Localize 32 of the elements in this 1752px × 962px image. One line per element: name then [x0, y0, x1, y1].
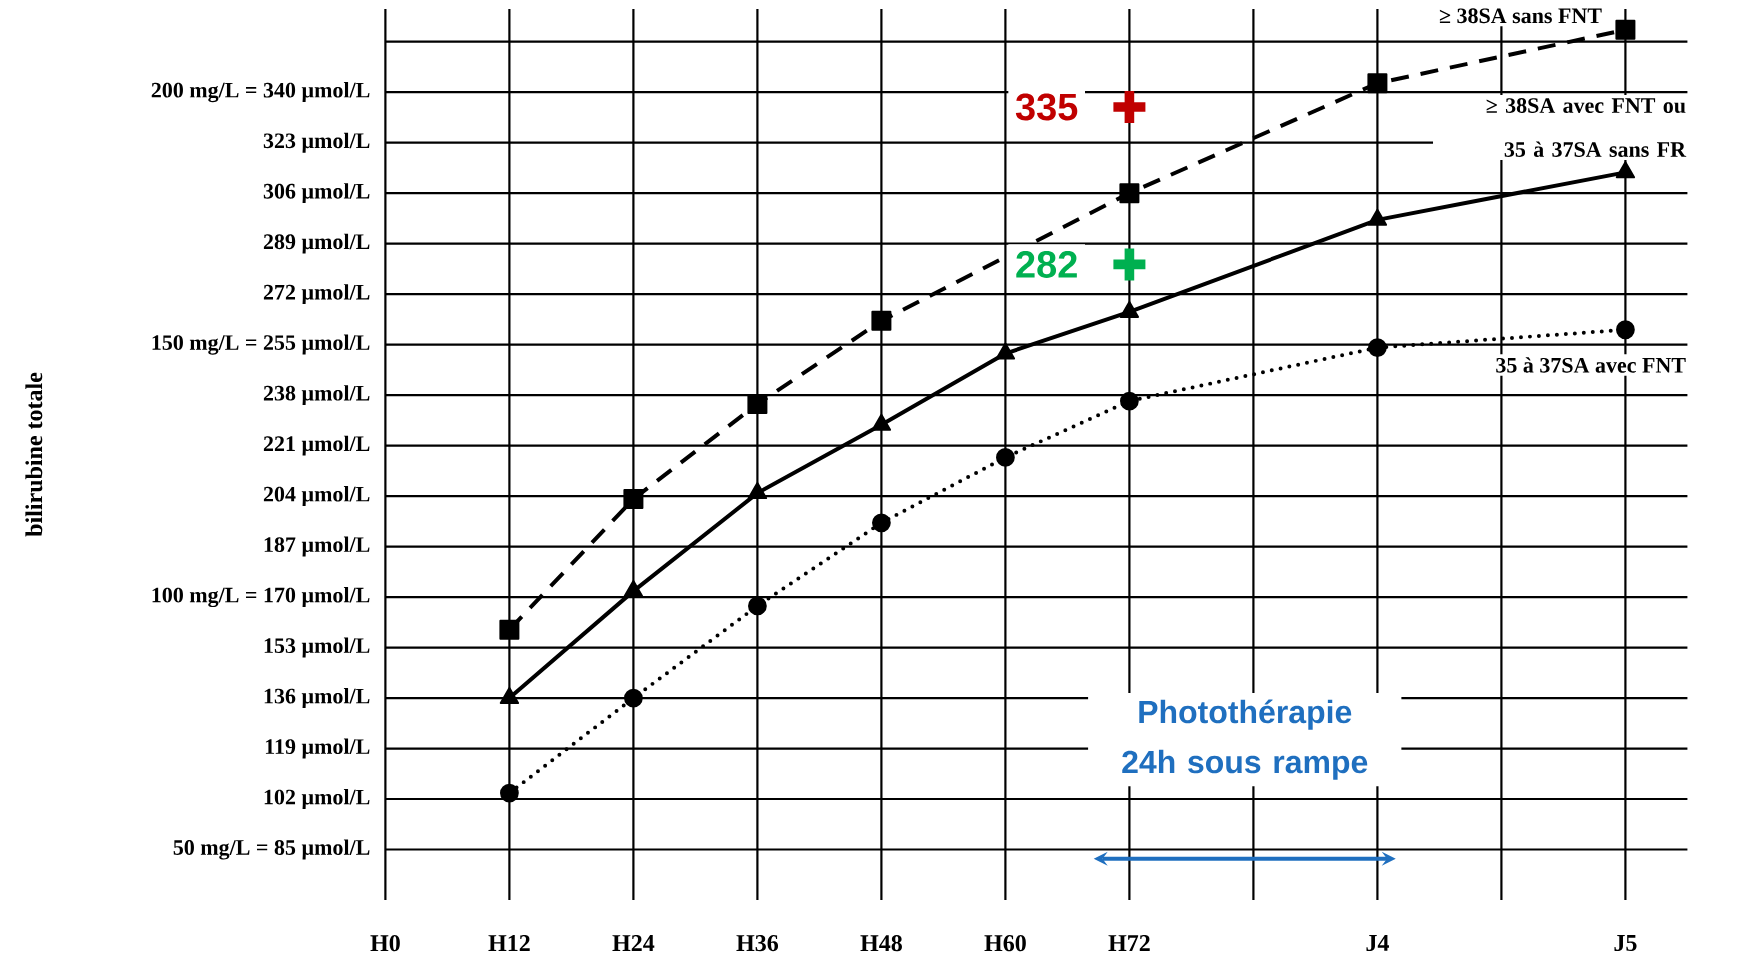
series-label: 35 à 37SA avec FNT [1496, 357, 1686, 373]
x-tick-label: H72 [1108, 935, 1150, 951]
y-tick-label: 200 mg/L = 340 µmol/L [151, 82, 370, 103]
y-tick-label: 323 µmol/L [263, 132, 370, 153]
y-tick-label: 119 µmol/L [265, 738, 370, 759]
x-tick-label: H48 [860, 935, 902, 952]
x-tick-label: J5 [1614, 935, 1637, 951]
x-tick-label: H36 [736, 935, 779, 952]
x-tick-label: H60 [984, 935, 1026, 952]
series-label: ≥ 38SA sans FNT [1439, 8, 1602, 24]
y-tick-label: 221 µmol/L [263, 435, 370, 456]
y-tick-label: 136 µmol/L [264, 688, 370, 709]
x-tick-label: H12 [488, 935, 530, 951]
text: bilirubine totale [25, 372, 43, 537]
y-tick-label: 289 µmol/L [263, 233, 370, 254]
y-tick-label: 306 µmol/L [263, 183, 370, 204]
y-tick-label: 204 µmol/L [263, 486, 370, 507]
y-tick-label: 102 µmol/L [264, 789, 370, 809]
y-tick-label: 153 µmol/L [264, 637, 370, 658]
data-label: 335 [1015, 93, 1078, 121]
annotation: Photothérapie 24h sous rampe [1122, 699, 1368, 780]
y-tick-label: 238 µmol/L [263, 385, 370, 406]
y-tick-label: 272 µmol/L [263, 284, 370, 305]
y-tick-label: 100 mg/L = 170 µmol/L [152, 587, 370, 608]
y-tick-label: 187 µmol/L [264, 536, 370, 557]
text: ≥ 38SA avec FNT ou 35 à 37SA sans FR [1486, 98, 1687, 157]
data-label: 282 [1016, 250, 1077, 278]
x-tick-label: H24 [612, 935, 655, 951]
y-tick-label: 50 mg/L = 85 µmol/L [173, 839, 370, 860]
x-tick-label: J4 [1366, 935, 1389, 952]
x-tick-label: H0 [370, 935, 400, 952]
y-tick-label: 150 mg/L = 255 µmol/L [152, 334, 370, 355]
